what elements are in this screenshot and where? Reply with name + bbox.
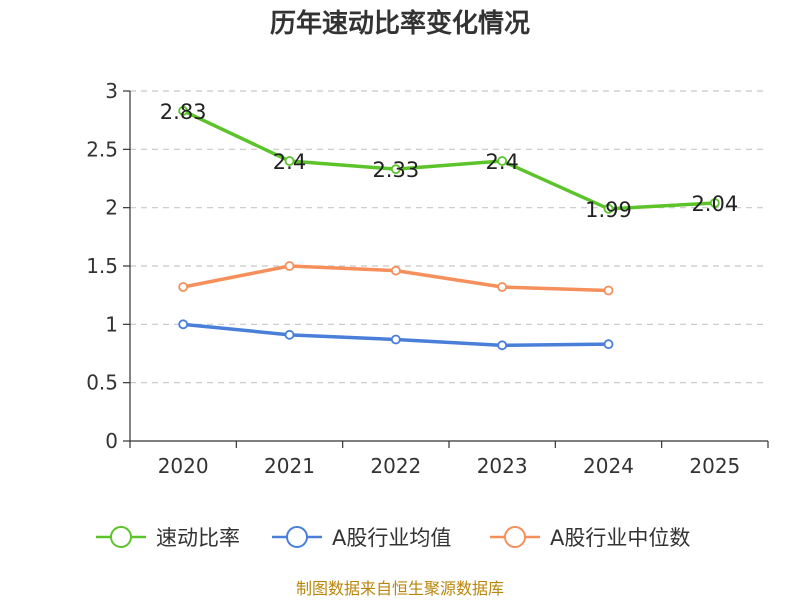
x-tick-label: 2023 bbox=[477, 454, 528, 478]
data-label: 2.83 bbox=[160, 100, 207, 124]
data-point[interactable] bbox=[603, 203, 614, 214]
y-tick-label: 2.5 bbox=[86, 137, 118, 161]
legend-marker-icon bbox=[286, 526, 308, 548]
legend-marker-icon bbox=[110, 526, 132, 548]
data-point[interactable] bbox=[603, 285, 614, 296]
chart-title: 历年速动比率变化情况 bbox=[270, 8, 530, 39]
source-note: 制图数据来自恒生聚源数据库 bbox=[296, 579, 504, 598]
y-tick-label: 1.5 bbox=[86, 254, 118, 278]
x-tick-label: 2025 bbox=[689, 454, 740, 478]
data-label: 2.04 bbox=[691, 192, 738, 216]
legend[interactable]: 速动比率 A股行业均值 A股行业中位数 bbox=[96, 526, 690, 550]
data-point[interactable] bbox=[390, 164, 401, 175]
legend-label: A股行业中位数 bbox=[550, 526, 690, 550]
data-label: 2.4 bbox=[273, 150, 306, 174]
legend-item[interactable]: 速动比率 bbox=[96, 526, 240, 550]
y-tick-label: 2 bbox=[105, 196, 118, 220]
x-tick-label: 2021 bbox=[264, 454, 315, 478]
data-label: 2.4 bbox=[485, 150, 518, 174]
series-0 bbox=[178, 105, 720, 214]
data-point[interactable] bbox=[284, 261, 295, 271]
y-tick-label: 0.5 bbox=[86, 371, 118, 395]
y-tick-label: 1 bbox=[105, 312, 118, 336]
data-labels: 2.83 2.4 2.33 2.4 1.99 2.04 bbox=[160, 100, 738, 222]
data-point[interactable] bbox=[709, 198, 720, 208]
x-tick-label: 2022 bbox=[370, 454, 421, 478]
legend-label: 速动比率 bbox=[156, 526, 240, 550]
data-label: 1.99 bbox=[585, 198, 632, 222]
legend-label: A股行业均值 bbox=[332, 526, 451, 550]
data-point[interactable] bbox=[178, 282, 189, 292]
data-point[interactable] bbox=[284, 156, 295, 166]
y-tick-label: 3 bbox=[105, 79, 118, 103]
series-1 bbox=[178, 319, 614, 351]
legend-marker-icon bbox=[504, 526, 526, 548]
series-2 bbox=[178, 261, 614, 296]
data-label: 2.33 bbox=[372, 158, 419, 182]
data-point[interactable] bbox=[497, 156, 508, 166]
series-layer bbox=[178, 105, 720, 351]
legend-item[interactable]: A股行业中位数 bbox=[490, 526, 690, 550]
data-point[interactable] bbox=[178, 319, 189, 330]
axes: 0 0.5 1 1.5 2 2.5 3 2020 2021 2022 2023 2024 2025 bbox=[86, 79, 769, 478]
x-tick-label: 2020 bbox=[158, 454, 209, 478]
data-point[interactable] bbox=[178, 105, 189, 116]
data-point[interactable] bbox=[497, 282, 508, 292]
data-point[interactable] bbox=[390, 334, 401, 345]
legend-item[interactable]: A股行业均值 bbox=[272, 526, 451, 550]
data-point[interactable] bbox=[390, 265, 401, 276]
series-line bbox=[182, 109, 715, 211]
y-tick-label: 0 bbox=[105, 429, 118, 453]
data-point[interactable] bbox=[497, 340, 508, 351]
x-tick-label: 2024 bbox=[583, 454, 634, 478]
grid-lines bbox=[130, 90, 768, 384]
data-point[interactable] bbox=[603, 339, 614, 350]
data-point[interactable] bbox=[284, 329, 295, 340]
